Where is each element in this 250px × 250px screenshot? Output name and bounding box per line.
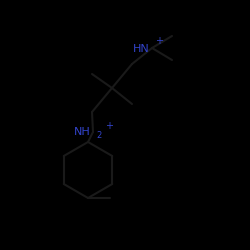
Text: +: +	[105, 121, 113, 131]
Text: NH: NH	[74, 127, 91, 137]
Text: +: +	[155, 36, 163, 46]
Text: HN: HN	[133, 44, 150, 54]
Text: 2: 2	[96, 132, 102, 140]
